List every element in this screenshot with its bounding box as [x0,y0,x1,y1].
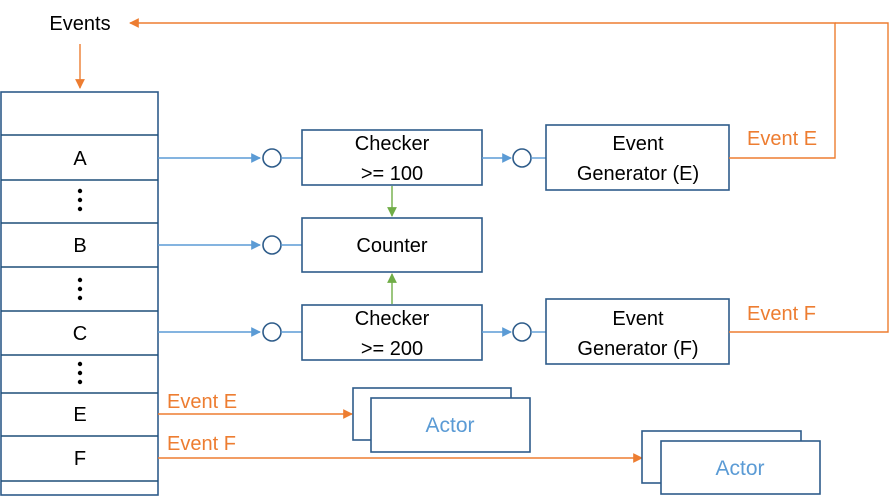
generator-e-input-port [512,148,532,168]
actor-f-front-card [660,440,821,495]
queue-slot-c: C [73,323,87,345]
actor-e-stack: Actor [352,387,531,453]
counter-label: Counter [356,235,427,257]
queue-outline [0,91,159,496]
queue-ellipsis [77,277,83,301]
events-title: Events [49,13,110,35]
checker-200-label: Checker [355,308,430,330]
generator-e-name: Generator (E) [577,163,699,185]
checker-100-input-port [262,148,282,168]
checker-200-box: Checker >= 200 [301,304,483,361]
checker-100-label: Checker [355,133,430,155]
checker-200-threshold: >= 200 [361,338,423,360]
counter-box: Counter [301,217,483,273]
checker-100-box: Checker >= 100 [301,129,483,186]
generator-f-box: Event Generator (F) [545,298,730,365]
generator-f-input-port [512,322,532,342]
generator-e-label: Event [612,133,664,155]
generator-e-box: Event Generator (E) [545,124,730,191]
actor-e-label: Actor [425,414,474,437]
queue-e-event-label: Event E [167,391,237,413]
generator-f-label: Event [612,308,664,330]
actor-f-stack: Actor [641,430,821,495]
generator-e-output-label: Event E [747,128,817,150]
queue-ellipsis [77,361,83,385]
queue-slot-b: B [73,235,86,257]
queue-slot-f: F [74,448,86,470]
generator-f-name: Generator (F) [577,338,698,360]
checker-100-threshold: >= 100 [361,163,423,185]
checker-200-input-port [262,322,282,342]
counter-input-port [262,235,282,255]
queue-slot-e: E [73,404,86,426]
queue-f-event-label: Event F [167,433,236,455]
generator-f-feedback-line [729,22,889,333]
queue-ellipsis [77,188,83,212]
generator-f-output-label: Event F [747,303,816,325]
generator-e-feedback-line [129,18,836,159]
actor-e-front-card [370,397,531,453]
actor-f-label: Actor [715,457,764,480]
queue-slot-a: A [73,148,87,170]
event-queue: A B C E F [0,91,159,496]
